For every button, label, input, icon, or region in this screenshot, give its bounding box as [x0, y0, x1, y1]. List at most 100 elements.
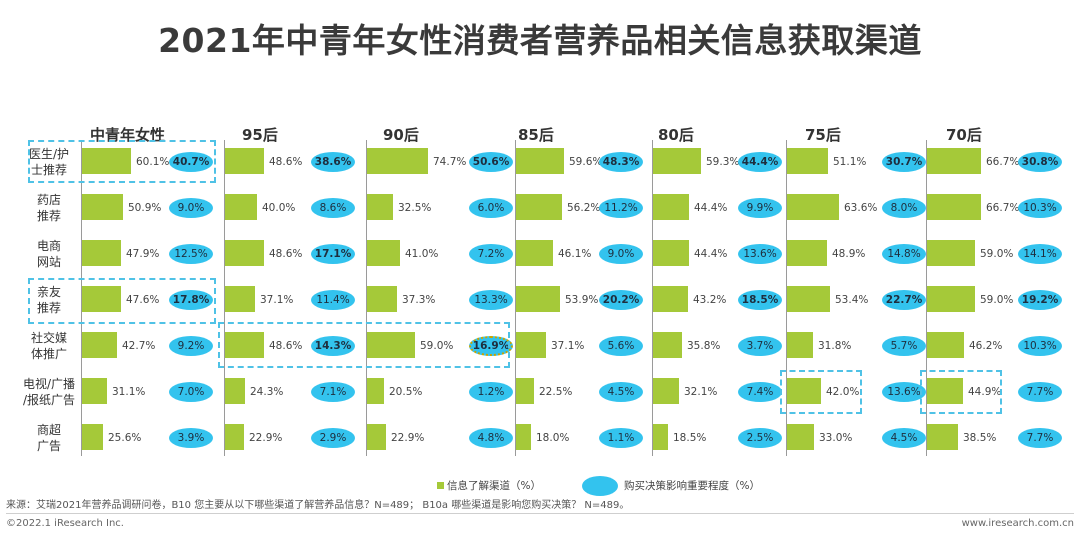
highlight-box [218, 322, 510, 368]
decision-ellipse: 44.4% [738, 152, 782, 172]
decision-ellipse: 7.0% [169, 382, 213, 402]
info-bar-value: 46.1% [558, 248, 592, 260]
info-bar-value: 18.0% [536, 432, 570, 444]
decision-ellipse: 14.1% [1018, 244, 1062, 264]
group-axis [224, 140, 225, 456]
decision-ellipse: 7.1% [311, 382, 355, 402]
highlight-box [920, 370, 1002, 414]
info-bar-value: 59.0% [980, 294, 1014, 306]
group-header: 85后 [518, 126, 554, 144]
info-bar [787, 240, 827, 266]
decision-ellipse: 10.3% [1018, 336, 1062, 356]
info-bar-value: 66.7% [986, 156, 1020, 168]
decision-ellipse: 48.3% [599, 152, 643, 172]
footer-website: www.iresearch.com.cn [961, 518, 1074, 529]
decision-ellipse: 13.6% [882, 382, 926, 402]
info-bar [653, 332, 682, 358]
decision-ellipse: 50.6% [469, 152, 513, 172]
decision-ellipse: 8.6% [311, 198, 355, 218]
info-bar [787, 378, 821, 404]
chart-title: 2021年中青年女性消费者营养品相关信息获取渠道 [158, 21, 922, 60]
info-bar-value: 41.0% [405, 248, 439, 260]
info-bar-value: 44.9% [968, 386, 1002, 398]
info-bar-value: 18.5% [673, 432, 707, 444]
group-header: 75后 [805, 126, 841, 144]
info-bar-value: 59.0% [420, 340, 454, 352]
decision-ellipse: 2.5% [738, 428, 782, 448]
info-bar [82, 194, 123, 220]
footer-divider [6, 513, 1074, 514]
info-bar-value: 35.8% [687, 340, 721, 352]
decision-ellipse: 13.3% [469, 290, 513, 310]
info-bar-value: 56.2% [567, 202, 601, 214]
decision-ellipse: 19.2% [1018, 290, 1062, 310]
decision-ellipse: 17.8% [169, 290, 213, 310]
row-label: 商超 广告 [36, 423, 61, 453]
decision-ellipse: 7.4% [738, 382, 782, 402]
info-bar-value: 20.5% [389, 386, 423, 398]
info-bar [82, 332, 117, 358]
highlight-box [28, 140, 216, 183]
decision-ellipse: 7.2% [469, 244, 513, 264]
info-bar-value: 46.2% [969, 340, 1003, 352]
info-bar [516, 424, 531, 450]
row-label: 医生/护 士推荐 [28, 147, 70, 177]
info-bar-value: 22.5% [539, 386, 573, 398]
decision-ellipse: 14.3% [311, 336, 355, 356]
decision-ellipse: 4.5% [882, 428, 926, 448]
decision-ellipse: 30.8% [1018, 152, 1062, 172]
info-bar-value: 37.3% [402, 294, 436, 306]
info-bar-value: 48.6% [269, 340, 303, 352]
info-bar-value: 59.6% [569, 156, 603, 168]
info-bar [367, 424, 386, 450]
info-bar [927, 286, 975, 312]
info-bar-value: 25.6% [108, 432, 142, 444]
decision-ellipse: 9.9% [738, 198, 782, 218]
row-label: 电视/广播 /报纸广告 [22, 377, 76, 407]
info-bar-value: 60.1% [136, 156, 170, 168]
info-bar [653, 286, 688, 312]
info-bar-value: 37.1% [551, 340, 585, 352]
info-bar-value: 42.7% [122, 340, 156, 352]
info-bar [927, 240, 975, 266]
info-bar [787, 194, 839, 220]
decision-ellipse: 3.7% [738, 336, 782, 356]
decision-ellipse: 9.2% [169, 336, 213, 356]
info-bar [927, 332, 964, 358]
row-label: 社交媒 体推广 [30, 331, 67, 361]
decision-ellipse: 9.0% [599, 244, 643, 264]
info-bar-value: 48.6% [269, 248, 303, 260]
legend-decision-swatch [582, 476, 618, 496]
info-bar-value: 32.1% [684, 386, 718, 398]
info-bar [653, 240, 689, 266]
info-bar-value: 38.5% [963, 432, 997, 444]
info-bar [653, 378, 679, 404]
info-bar [653, 194, 689, 220]
decision-ellipse: 2.9% [311, 428, 355, 448]
info-bar [82, 148, 131, 174]
decision-ellipse: 17.1% [311, 244, 355, 264]
info-bar-value: 32.5% [398, 202, 432, 214]
info-bar-value: 43.2% [693, 294, 727, 306]
info-bar [82, 424, 103, 450]
decision-ellipse: 30.7% [882, 152, 926, 172]
info-bar [367, 378, 384, 404]
info-bar [927, 194, 981, 220]
legend-info-label: 信息了解渠道（%） [447, 480, 541, 492]
info-bar-value: 31.8% [818, 340, 852, 352]
info-bar-value: 37.1% [260, 294, 294, 306]
info-bar-value: 33.0% [819, 432, 853, 444]
group-header: 90后 [383, 126, 419, 144]
decision-ellipse: 14.8% [882, 244, 926, 264]
info-bar [516, 332, 546, 358]
legend-info-swatch [437, 482, 444, 489]
group-axis [515, 140, 516, 456]
decision-ellipse: 22.7% [882, 290, 926, 310]
info-bar [225, 378, 245, 404]
group-axis [652, 140, 653, 456]
row-label: 药店 推荐 [36, 193, 61, 223]
info-bar-value: 31.1% [112, 386, 146, 398]
info-bar-value: 59.0% [980, 248, 1014, 260]
group-axis [81, 140, 82, 456]
decision-ellipse: 6.0% [469, 198, 513, 218]
